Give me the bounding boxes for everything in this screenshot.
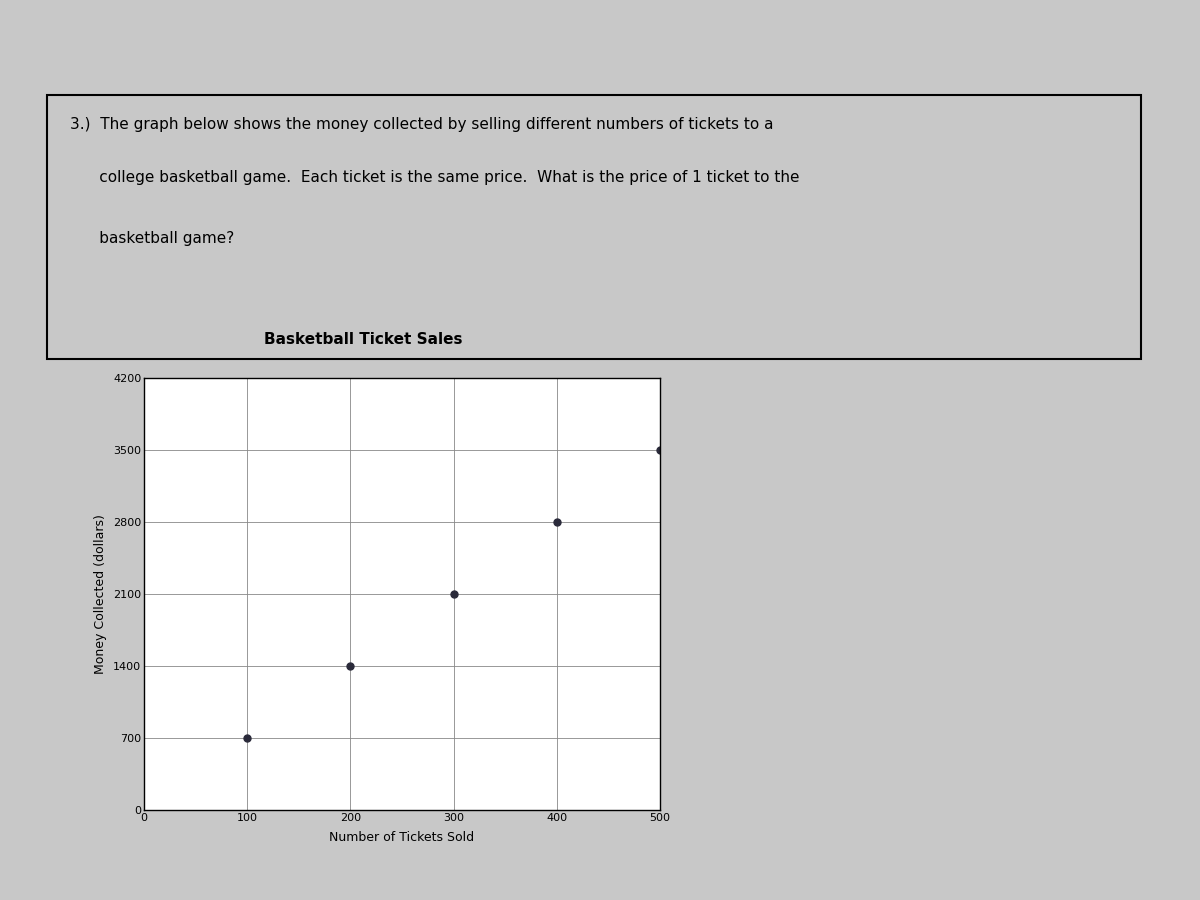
- Text: basketball game?: basketball game?: [70, 230, 234, 246]
- Text: Basketball Ticket Sales: Basketball Ticket Sales: [284, 382, 482, 397]
- Text: Basketball Ticket Sales: Basketball Ticket Sales: [264, 331, 462, 346]
- Text: college basketball game.  Each ticket is the same price.  What is the price of 1: college basketball game. Each ticket is …: [70, 170, 799, 185]
- Y-axis label: Money Collected (dollars): Money Collected (dollars): [95, 514, 108, 674]
- Text: 3.)  The graph below shows the money collected by selling different numbers of t: 3.) The graph below shows the money coll…: [70, 117, 773, 132]
- X-axis label: Number of Tickets Sold: Number of Tickets Sold: [330, 831, 474, 844]
